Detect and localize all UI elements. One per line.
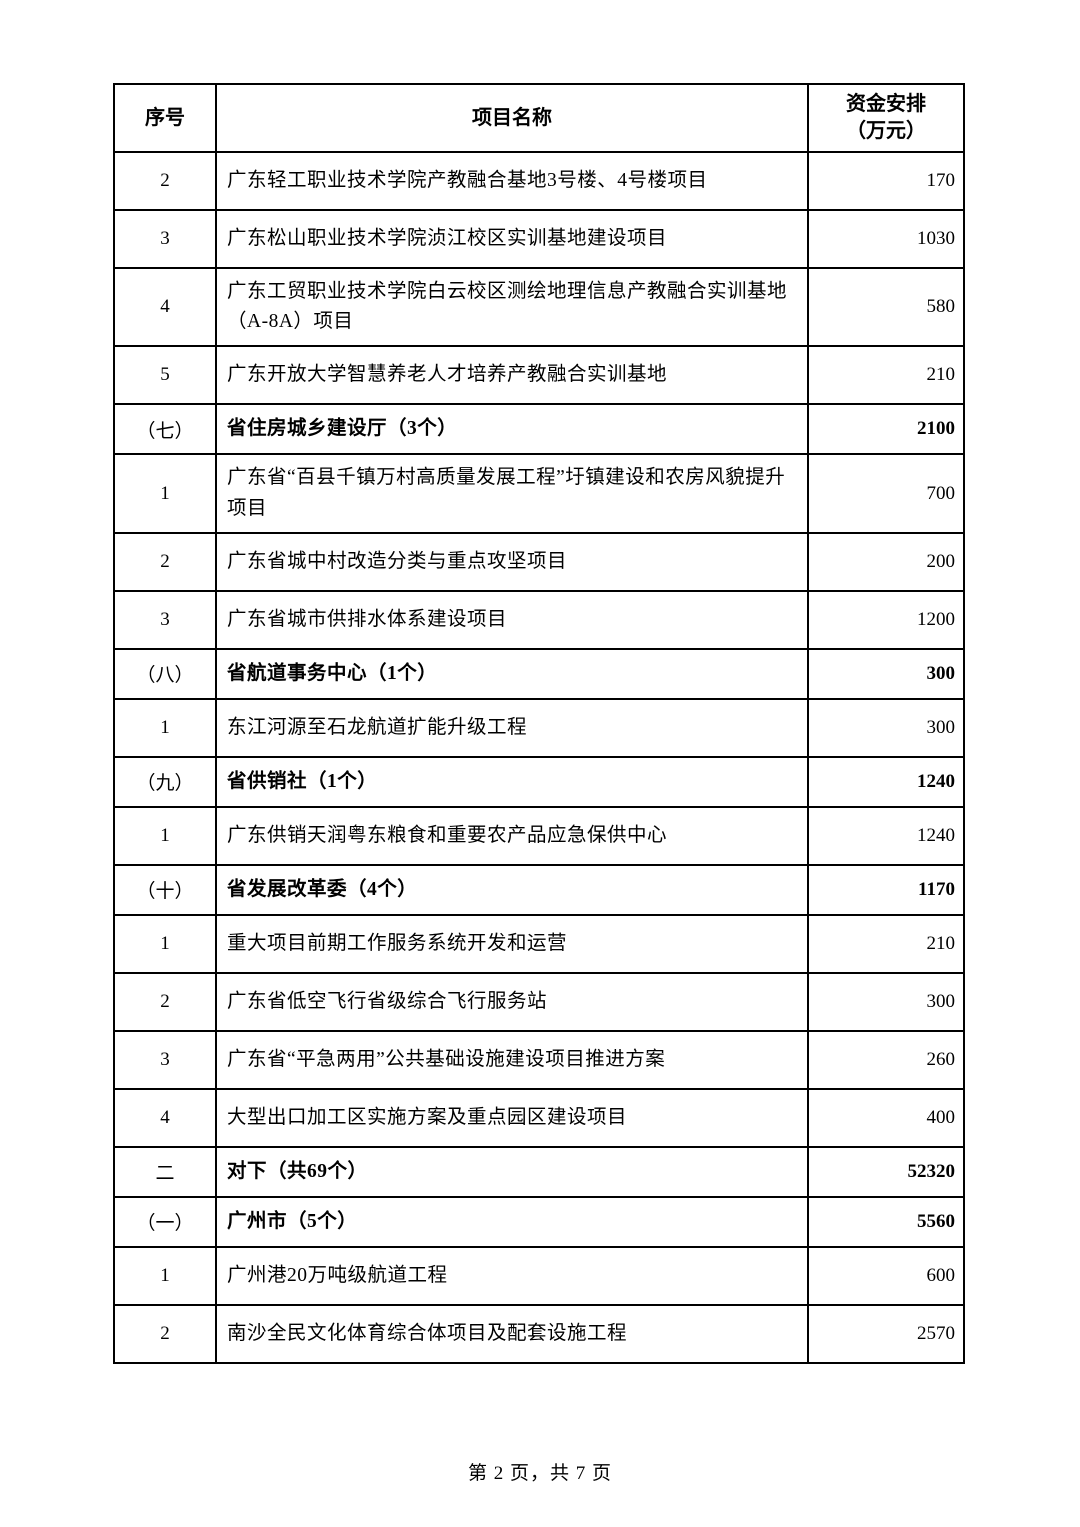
table-row: （十） 省发展改革委（4个） 1170 [113, 863, 965, 916]
row-amount: 1200 [807, 589, 965, 650]
row-name: 广东省“百县千镇万村高质量发展工程”圩镇建设和农房风貌提升项目 [215, 453, 809, 534]
row-amount: 1240 [807, 755, 965, 808]
row-amount: 580 [807, 266, 965, 348]
row-amount: 170 [807, 151, 965, 211]
row-amount: 700 [807, 453, 965, 534]
table-row: 1 重大项目前期工作服务系统开发和运营 210 [113, 913, 965, 974]
row-name: 省航道事务中心（1个） [215, 647, 809, 700]
row-name: 重大项目前期工作服务系统开发和运营 [215, 913, 809, 974]
row-amount: 600 [807, 1245, 965, 1306]
table-row: （八） 省航道事务中心（1个） 300 [113, 647, 965, 700]
table-row: 1 广东省“百县千镇万村高质量发展工程”圩镇建设和农房风貌提升项目 700 [113, 453, 965, 534]
header-name: 项目名称 [215, 83, 809, 153]
row-amount: 2570 [807, 1303, 965, 1364]
row-amount: 1240 [807, 805, 965, 866]
row-amount: 1170 [807, 863, 965, 916]
row-no: 3 [113, 209, 217, 269]
table-row: 4 广东工贸职业技术学院白云校区测绘地理信息产教融合实训基地（A-8A）项目 5… [113, 266, 965, 348]
row-amount: 260 [807, 1029, 965, 1090]
row-no: 2 [113, 151, 217, 211]
page-number-footer: 第 2 页，共 7 页 [467, 1463, 612, 1484]
row-no: 1 [113, 697, 217, 758]
table-row: 2 广东省低空飞行省级综合飞行服务站 300 [113, 971, 965, 1032]
row-amount: 1030 [807, 209, 965, 269]
row-no: （七） [113, 403, 217, 456]
table-row: 4 大型出口加工区实施方案及重点园区建设项目 400 [113, 1087, 965, 1148]
row-no: 2 [113, 531, 217, 592]
row-amount: 400 [807, 1087, 965, 1148]
row-name: 广东省城市供排水体系建设项目 [215, 589, 809, 650]
header-amount-line1: 资金安排 [846, 93, 926, 115]
table-row: （七） 省住房城乡建设厅（3个） 2100 [113, 403, 965, 456]
row-no: 3 [113, 1029, 217, 1090]
row-name: 广东供销天润粤东粮食和重要农产品应急保供中心 [215, 805, 809, 866]
table-row: 1 东江河源至石龙航道扩能升级工程 300 [113, 697, 965, 758]
row-name: 广东松山职业技术学院浈江校区实训基地建设项目 [215, 209, 809, 269]
row-name: 广东省城中村改造分类与重点攻坚项目 [215, 531, 809, 592]
table-row: 二 对下（共69个） 52320 [113, 1145, 965, 1198]
row-amount: 5560 [807, 1195, 965, 1248]
row-no: （十） [113, 863, 217, 916]
row-amount: 52320 [807, 1145, 965, 1198]
row-amount: 300 [807, 647, 965, 700]
row-name: 大型出口加工区实施方案及重点园区建设项目 [215, 1087, 809, 1148]
table-row: 2 广东轻工职业技术学院产教融合基地3号楼、4号楼项目 170 [113, 151, 965, 211]
table-row: （九） 省供销社（1个） 1240 [113, 755, 965, 808]
row-amount: 300 [807, 697, 965, 758]
row-no: 2 [113, 971, 217, 1032]
row-amount: 210 [807, 345, 965, 406]
row-name: 广东省“平急两用”公共基础设施建设项目推进方案 [215, 1029, 809, 1090]
table-row: 1 广州港20万吨级航道工程 600 [113, 1245, 965, 1306]
header-row: 序号 项目名称 资金安排 （万元） [113, 83, 965, 153]
row-no: 1 [113, 805, 217, 866]
row-no: 1 [113, 1245, 217, 1306]
row-name: 广东省低空飞行省级综合飞行服务站 [215, 971, 809, 1032]
table-header: 序号 项目名称 资金安排 （万元） [113, 83, 965, 153]
header-amount-line2: （万元） [846, 120, 926, 142]
row-no: 4 [113, 1087, 217, 1148]
header-no: 序号 [113, 83, 217, 153]
row-name: 南沙全民文化体育综合体项目及配套设施工程 [215, 1303, 809, 1364]
table-row: 5 广东开放大学智慧养老人才培养产教融合实训基地 210 [113, 345, 965, 406]
table-row: 3 广东省城市供排水体系建设项目 1200 [113, 589, 965, 650]
row-no: 4 [113, 266, 217, 348]
row-no: （九） [113, 755, 217, 808]
row-no: 1 [113, 913, 217, 974]
row-name: 广东开放大学智慧养老人才培养产教融合实训基地 [215, 345, 809, 406]
row-name: 广州市（5个） [215, 1195, 809, 1248]
row-no: （一） [113, 1195, 217, 1248]
row-amount: 210 [807, 913, 965, 974]
row-no: 5 [113, 345, 217, 406]
row-name: 对下（共69个） [215, 1145, 809, 1198]
row-name: 广州港20万吨级航道工程 [215, 1245, 809, 1306]
row-no: （八） [113, 647, 217, 700]
row-amount: 200 [807, 531, 965, 592]
row-no: 2 [113, 1303, 217, 1364]
table-row: 3 广东省“平急两用”公共基础设施建设项目推进方案 260 [113, 1029, 965, 1090]
table-row: 3 广东松山职业技术学院浈江校区实训基地建设项目 1030 [113, 209, 965, 269]
funding-table: 序号 项目名称 资金安排 （万元） 2 广东轻工职业技术学院产教融合基地3号楼、… [113, 83, 965, 1364]
row-name: 东江河源至石龙航道扩能升级工程 [215, 697, 809, 758]
row-no: 3 [113, 589, 217, 650]
row-name: 省供销社（1个） [215, 755, 809, 808]
row-amount: 300 [807, 971, 965, 1032]
table-body: 2 广东轻工职业技术学院产教融合基地3号楼、4号楼项目 170 3 广东松山职业… [113, 151, 965, 1364]
table-row: （一） 广州市（5个） 5560 [113, 1195, 965, 1248]
row-no: 二 [113, 1145, 217, 1198]
table-row: 1 广东供销天润粤东粮食和重要农产品应急保供中心 1240 [113, 805, 965, 866]
row-name: 省发展改革委（4个） [215, 863, 809, 916]
row-no: 1 [113, 453, 217, 534]
row-name: 省住房城乡建设厅（3个） [215, 403, 809, 456]
table-row: 2 广东省城中村改造分类与重点攻坚项目 200 [113, 531, 965, 592]
row-amount: 2100 [807, 403, 965, 456]
header-amount: 资金安排 （万元） [807, 83, 965, 153]
row-name: 广东工贸职业技术学院白云校区测绘地理信息产教融合实训基地（A-8A）项目 [215, 266, 809, 348]
table-row: 2 南沙全民文化体育综合体项目及配套设施工程 2570 [113, 1303, 965, 1364]
row-name: 广东轻工职业技术学院产教融合基地3号楼、4号楼项目 [215, 151, 809, 211]
